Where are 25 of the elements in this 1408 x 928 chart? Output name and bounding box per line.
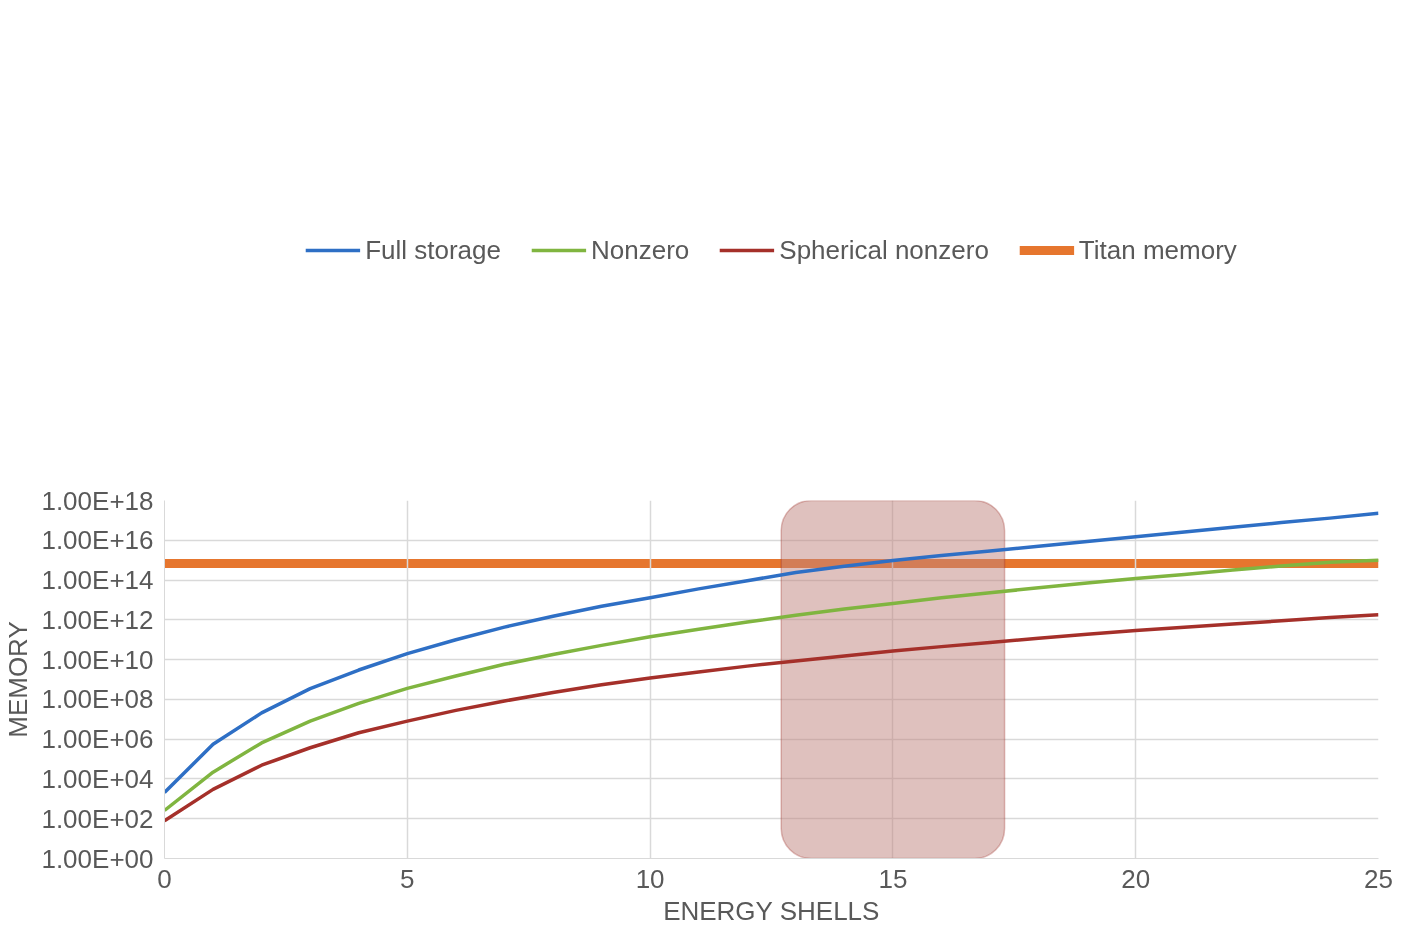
y-tick-label: 1.00E+02 — [41, 803, 154, 834]
x-tick-label: 5 — [400, 863, 415, 894]
x-axis-title: ENERGY SHELLS — [663, 895, 880, 926]
y-tick-label: 1.00E+04 — [41, 763, 154, 794]
x-tick-label: 0 — [157, 863, 172, 894]
x-tick-label: 15 — [878, 863, 908, 894]
y-tick-label: 1.00E+14 — [41, 565, 154, 596]
y-tick-label: 1.00E+16 — [41, 525, 154, 556]
line-series — [164, 558, 1379, 813]
line-series — [164, 613, 1379, 823]
y-tick-label: 1.00E+06 — [41, 724, 154, 755]
y-tick-label: 1.00E+08 — [41, 684, 154, 715]
y-tick-label: 1.00E+10 — [41, 644, 154, 675]
x-tick-label: 10 — [635, 863, 665, 894]
x-tick-label: 25 — [1364, 863, 1393, 894]
line-series — [164, 511, 1379, 795]
y-tick-label: 1.00E+12 — [41, 604, 154, 635]
legend-label: Full storage — [365, 234, 502, 266]
y-axis-title: MEMORY — [3, 621, 34, 738]
x-tick-label: 20 — [1121, 863, 1151, 894]
y-tick-label: 1.00E+00 — [41, 843, 154, 874]
legend-label: Nonzero — [591, 234, 690, 266]
legend-label: Spherical nonzero — [779, 234, 989, 266]
legend-label: Titan memory — [1078, 234, 1237, 266]
y-tick-label: 1.00E+18 — [41, 485, 154, 516]
